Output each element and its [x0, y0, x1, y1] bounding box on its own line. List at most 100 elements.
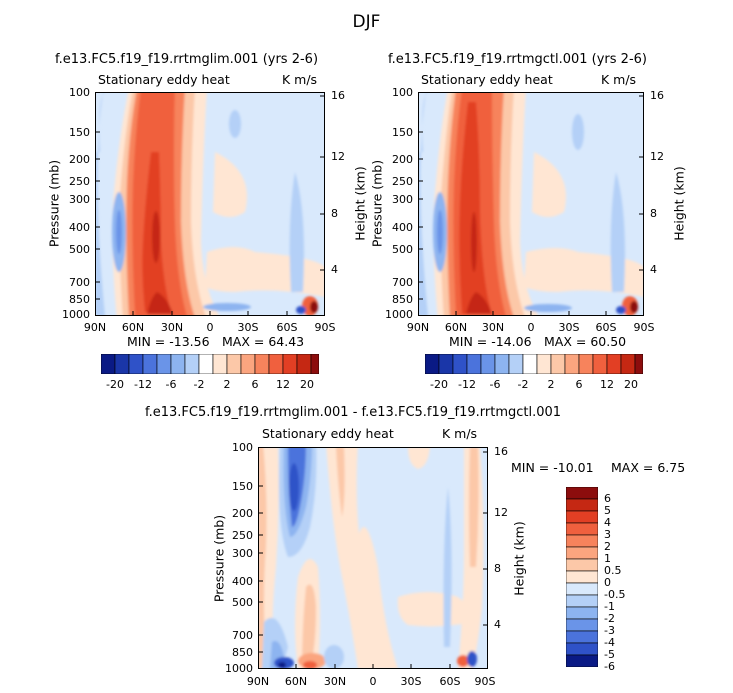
x-tick-label: 60N	[121, 321, 145, 334]
colorbar-label: -6	[489, 378, 501, 391]
contour-band	[229, 110, 241, 138]
y-right-tick-label: 8	[494, 562, 501, 575]
y-tick-label: 500	[69, 243, 90, 256]
x-tick-label: 30S	[400, 675, 422, 688]
colorbar-swatch	[566, 582, 598, 596]
colorbar-label: 20	[624, 378, 638, 391]
colorbar-label: 12	[600, 378, 614, 391]
y-tick-label: 700	[232, 629, 253, 642]
colorbar-label: 20	[300, 378, 314, 391]
contour-band	[310, 301, 318, 313]
y-right-tick-label: 16	[331, 89, 345, 102]
contour-band	[336, 447, 345, 517]
y-tick-label: 300	[392, 193, 413, 206]
colorbar-label: 6	[251, 378, 259, 391]
contour-band	[457, 655, 469, 667]
colorbar-swatch	[508, 354, 524, 374]
y-axis-label: Pressure (mb)	[46, 159, 62, 248]
colorbar-swatch	[156, 354, 172, 374]
colorbar-label: -12	[134, 378, 152, 391]
contour-band	[358, 527, 398, 669]
subtitle-left: Stationary eddy heat	[98, 72, 230, 87]
x-tick-label: 90S	[474, 675, 496, 688]
contour-band	[469, 447, 479, 567]
y-right-axis-label: Height (km)	[511, 521, 527, 596]
y-tick-label: 200	[392, 153, 413, 166]
colorbar-label: 5	[604, 504, 611, 517]
contour-band	[524, 304, 572, 312]
colorbar-label: 2	[547, 378, 555, 391]
y-tick-label: 1000	[62, 308, 90, 321]
colorbar-swatch	[212, 354, 228, 374]
y-tick-label: 300	[232, 547, 253, 560]
subtitle-left: Stationary eddy heat	[421, 72, 553, 87]
y-tick-label: 400	[392, 221, 413, 234]
colorbar-swatch	[114, 354, 130, 374]
contour-band	[302, 584, 316, 669]
x-tick-label: 90N	[246, 675, 270, 688]
colorbar-swatch	[254, 354, 270, 374]
contour-band	[418, 92, 428, 316]
contour-band	[289, 172, 304, 292]
colorbar-label: -6	[604, 660, 615, 673]
colorbar-swatch	[550, 354, 566, 374]
colorbar-label: -12	[458, 378, 476, 391]
y-tick-label: 150	[392, 126, 413, 139]
contour-band	[467, 651, 477, 667]
y-right-tick-label: 12	[494, 506, 508, 519]
y-tick-label: 300	[69, 193, 90, 206]
units-label: K m/s	[442, 426, 478, 441]
colorbar-label: 6	[575, 378, 583, 391]
contour-band	[296, 306, 306, 314]
colorbar-label: -2	[193, 378, 205, 391]
y-tick-label: 500	[232, 596, 253, 609]
colorbar-label: 0	[604, 576, 611, 589]
contour-band	[471, 212, 477, 272]
colorbar-label: -0.5	[604, 588, 626, 601]
contour-band	[437, 210, 443, 254]
contour-band	[610, 172, 625, 292]
colorbar-label: 6	[604, 492, 611, 505]
y-right-tick-label: 8	[331, 207, 338, 220]
y-right-tick-label: 8	[650, 207, 657, 220]
colorbar-swatch	[170, 354, 186, 374]
y-tick-label: 100	[69, 86, 90, 99]
y-right-tick-label: 4	[494, 618, 501, 631]
colorbar-swatch	[566, 510, 598, 524]
colorbar-swatch	[566, 570, 598, 584]
colorbar-swatch	[452, 354, 468, 374]
y-tick-label: 500	[392, 243, 413, 256]
axis-ticks	[418, 92, 644, 316]
contour-band	[116, 210, 122, 254]
contour-band	[572, 114, 584, 150]
colorbar-swatch	[425, 354, 440, 374]
colorbar-swatch	[566, 498, 598, 512]
panel-title: f.e13.FC5.f19_f19.rrtmgctl.001 (yrs 2-6)	[388, 52, 647, 67]
y-axis-label: Pressure (mb)	[211, 514, 227, 603]
colorbar-swatch	[566, 642, 598, 656]
colorbar-label: -4	[604, 636, 615, 649]
x-tick-label: 30N	[481, 321, 505, 334]
colorbar-swatch	[536, 354, 552, 374]
x-tick-label: 90S	[314, 321, 336, 334]
contour-band	[152, 211, 160, 263]
colorbar-swatch	[566, 546, 598, 560]
contour-band	[397, 592, 474, 627]
x-tick-label: 30S	[237, 321, 259, 334]
x-tick-label: 30S	[558, 321, 580, 334]
y-right-tick-label: 4	[650, 263, 657, 276]
colorbar-swatch	[466, 354, 482, 374]
y-tick-label: 250	[232, 529, 253, 542]
contour-band	[630, 301, 638, 313]
colorbar-swatch	[564, 354, 580, 374]
colorbar	[566, 487, 598, 667]
y-right-tick-label: 12	[650, 150, 664, 163]
colorbar-label: -3	[604, 624, 615, 637]
y-right-axis-label: Height (km)	[671, 166, 687, 241]
colorbar-swatch	[566, 558, 598, 572]
colorbar-label: -5	[604, 648, 615, 661]
x-tick-label: 30N	[160, 321, 184, 334]
x-tick-label: 30N	[323, 675, 347, 688]
colorbar-swatch	[606, 354, 622, 374]
y-tick-label: 850	[392, 293, 413, 306]
